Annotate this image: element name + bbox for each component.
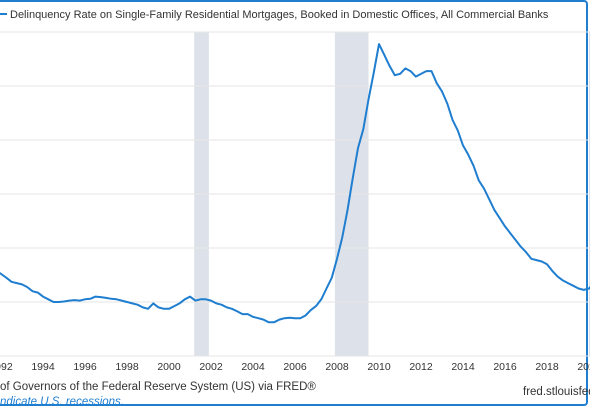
x-tick-label: 1994 — [31, 361, 55, 373]
footer-source-block: of Governors of the Federal Reserve Syst… — [0, 380, 316, 410]
x-axis-ticks: 1992 1994 1996 1998 2000 2002 2004 2006 2008 2010… — [0, 361, 590, 373]
x-tick-label: 2006 — [283, 361, 307, 373]
x-tick-label: 2004 — [241, 361, 265, 373]
source-text: of Governors of the Federal Reserve Syst… — [0, 381, 316, 393]
gridlines — [0, 31, 590, 357]
x-tick-label: 2000 — [157, 361, 181, 373]
legend-label: Delinquency Rate on Single-Family Reside… — [10, 9, 549, 21]
series-layer — [0, 43, 590, 324]
x-tick-label: 2008 — [325, 361, 349, 373]
x-tick-label: 2012 — [409, 361, 433, 373]
x-tick-label: 1992 — [0, 361, 13, 373]
x-tick-label: 1998 — [115, 361, 139, 373]
x-tick-label: 2002 — [199, 361, 223, 373]
x-tick-label: 1996 — [73, 361, 97, 373]
fred-site-link[interactable]: fred.stlouisfed.o — [523, 386, 590, 398]
series-line — [0, 43, 590, 324]
x-tick-label: 2014 — [451, 361, 475, 373]
x-tick-label: 2020 — [577, 361, 590, 373]
legend: Delinquency Rate on Single-Family Reside… — [0, 9, 549, 21]
x-tick-label: 2010 — [367, 361, 391, 373]
x-tick-label: 2018 — [535, 361, 559, 373]
recession-note[interactable]: ndicate U.S. recessions. — [0, 396, 125, 408]
x-tick-label: 2016 — [493, 361, 517, 373]
